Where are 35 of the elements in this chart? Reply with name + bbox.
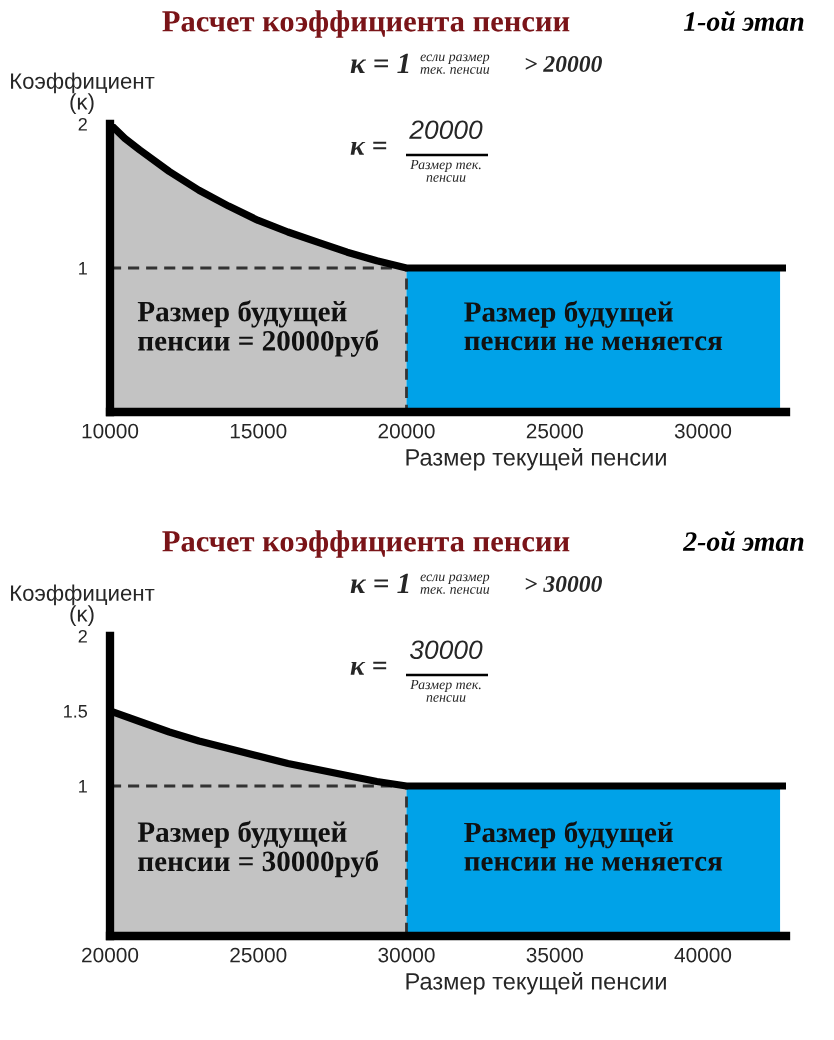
x-tick-label: 35000	[526, 947, 583, 963]
x-tick-label: 10000	[82, 423, 139, 439]
y-tick-label: 2	[78, 117, 87, 131]
chart-title: Расчет коэффициента пенсии	[162, 530, 570, 558]
x-tick-label: 20000	[378, 423, 435, 439]
series-label: Размер будущей пенсии = 20000руб	[137, 300, 379, 357]
x-tick-label: 15000	[230, 423, 287, 439]
y-tick-label: 1	[79, 780, 87, 793]
y-tick-label: 1	[79, 262, 87, 275]
x-axis-title: Размер текущей пенсии	[406, 972, 666, 995]
chart-subtitle: 2-ой этап	[682, 530, 804, 552]
annotation: κ =	[350, 661, 387, 675]
text: κ = 1	[350, 573, 409, 594]
y-tick-label: 2	[78, 629, 87, 643]
chart-title: Расчет коэффициента пенсии	[162, 10, 570, 38]
annotation: 30000	[409, 640, 483, 660]
text: κ = 1	[350, 53, 409, 74]
series-label: Размер будущей пенсии не меняется	[464, 300, 723, 351]
y-axis-title: Коэффициент (κ)	[11, 584, 155, 626]
series-label: Размер будущей пенсии не меняется	[464, 821, 723, 871]
x-axis-title: Размер текущей пенсии	[406, 448, 666, 471]
y-axis-title: Коэффициент (κ)	[11, 72, 155, 114]
series-label: Размер будущей пенсии = 30000руб	[137, 820, 379, 878]
y-tick-label: 1.5	[64, 705, 88, 718]
x-tick-label: 30000	[378, 947, 435, 963]
x-tick-label: 25000	[526, 423, 583, 439]
x-tick-label: 40000	[674, 947, 732, 963]
text: > 30000	[525, 575, 602, 592]
x-tick-label: 30000	[674, 423, 732, 439]
chart-subtitle: 1-ой этап	[683, 10, 804, 32]
annotation: κ =	[350, 141, 387, 155]
x-tick-label: 25000	[230, 947, 287, 963]
annotation: 20000	[409, 120, 483, 140]
x-tick-label: 20000	[82, 947, 139, 963]
text: > 20000	[525, 55, 602, 72]
